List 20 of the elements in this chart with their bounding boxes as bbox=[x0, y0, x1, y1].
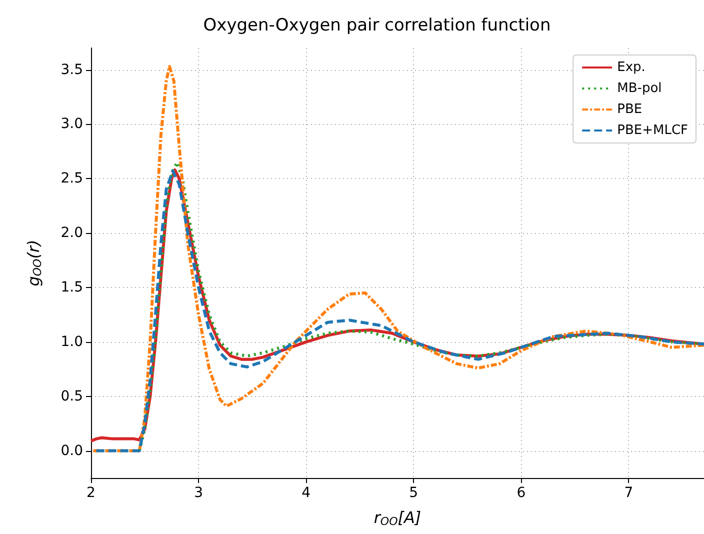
legend-label: Exp. bbox=[617, 60, 646, 75]
y-tick-label: 3.5 bbox=[60, 62, 83, 78]
x-tick-label: 7 bbox=[624, 485, 634, 501]
x-tick-label: 6 bbox=[516, 485, 526, 501]
legend-label: MB-pol bbox=[617, 81, 662, 96]
legend-label: PBE bbox=[617, 102, 642, 117]
y-tick-label: 2.0 bbox=[60, 225, 83, 242]
y-tick-label: 3.0 bbox=[60, 116, 83, 132]
x-tick-label: 3 bbox=[194, 485, 204, 501]
y-tick-label: 1.0 bbox=[60, 334, 83, 350]
y-axis-title: gOO(r) bbox=[24, 240, 44, 286]
chart-title: Oxygen-Oxygen pair correlation function bbox=[203, 16, 551, 36]
legend-label: PBE+MLCF bbox=[617, 123, 688, 138]
y-tick-label: 0.0 bbox=[60, 442, 83, 459]
x-tick-label: 4 bbox=[302, 485, 311, 501]
y-tick-label: 1.5 bbox=[60, 279, 83, 296]
x-tick-label: 2 bbox=[86, 485, 96, 501]
x-tick-label: 5 bbox=[409, 485, 418, 501]
y-tick-label: 2.5 bbox=[60, 170, 83, 187]
y-tick-label: 0.5 bbox=[60, 388, 83, 404]
